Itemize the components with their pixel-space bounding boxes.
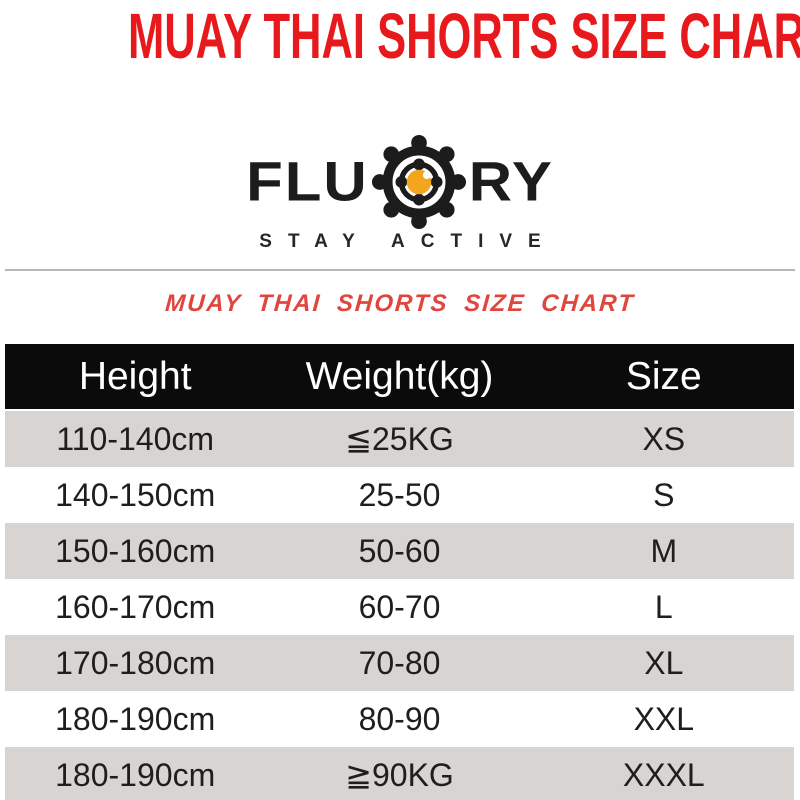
cell-weight: ≧90KG [265, 747, 534, 800]
divider-line [5, 269, 795, 271]
table-row: 180-190cm 80-90 XXL [5, 691, 794, 747]
cell-size: S [533, 467, 794, 523]
cell-height: 150-160cm [5, 523, 266, 579]
table-row: 140-150cm 25-50 S [5, 467, 794, 523]
brand-text-right: RY [468, 150, 554, 213]
cell-height: 170-180cm [5, 635, 266, 691]
table-row: 180-190cm ≧90KG XXXL [5, 747, 794, 800]
table-row: 110-140cm ≦25KG XS [5, 411, 794, 467]
cell-weight: 70-80 [265, 635, 534, 691]
brand-text-left: FLU [246, 150, 369, 213]
table-row: 150-160cm 50-60 M [5, 523, 794, 579]
column-header-size: Size [533, 344, 794, 411]
cell-size: XXXL [533, 747, 794, 800]
cell-size: XXL [533, 691, 794, 747]
brand-tagline: STAY ACTIVE [259, 231, 557, 252]
cell-height: 140-150cm [5, 467, 266, 523]
table-row: 160-170cm 60-70 L [5, 579, 794, 635]
cell-height: 180-190cm [5, 691, 266, 747]
cell-weight: 80-90 [265, 691, 534, 747]
cell-size: M [533, 523, 794, 579]
cell-size: XS [533, 411, 794, 467]
fluory-logo: FLU [0, 128, 800, 236]
cell-weight: 25-50 [265, 467, 534, 523]
cell-weight: 60-70 [265, 579, 534, 635]
chart-subtitle: MUAY THAI SHORTS SIZE CHART [164, 290, 636, 317]
cell-height: 110-140cm [5, 411, 266, 467]
cell-height: 180-190cm [5, 747, 266, 800]
cell-size: L [533, 579, 794, 635]
table-row: 170-180cm 70-80 XL [5, 635, 794, 691]
page-title: MUAY THAI SHORTS SIZE CHART [128, 0, 800, 72]
fluory-gear-icon [370, 133, 468, 231]
cell-size: XL [533, 635, 794, 691]
column-header-weight: Weight(kg) [265, 344, 534, 411]
size-chart-table: Height Weight(kg) Size 110-140cm ≦25KG X… [5, 344, 794, 800]
cell-height: 160-170cm [5, 579, 266, 635]
cell-weight: ≦25KG [265, 411, 534, 467]
cell-weight: 50-60 [265, 523, 534, 579]
table-header-row: Height Weight(kg) Size [5, 344, 794, 411]
column-header-height: Height [5, 344, 266, 411]
